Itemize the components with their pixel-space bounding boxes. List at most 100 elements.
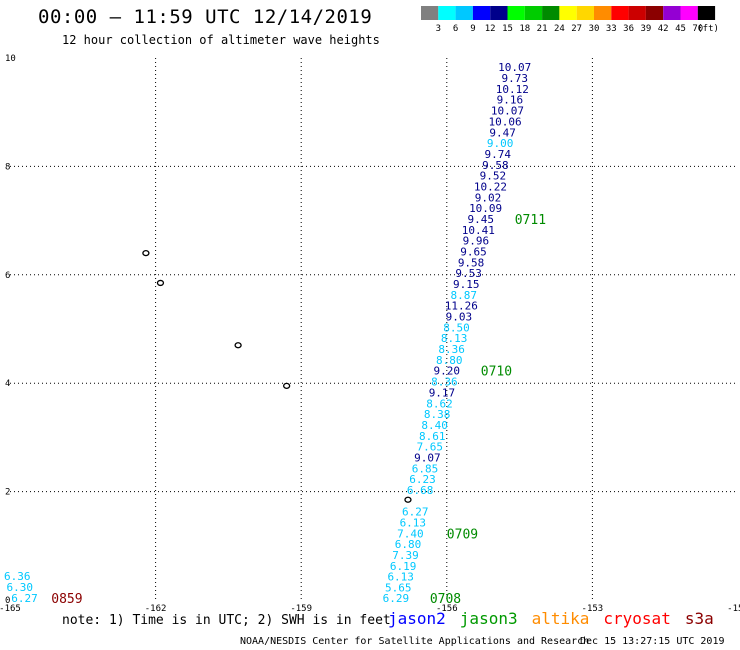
scale-swatch: [645, 6, 664, 20]
wave-height-value: 8.36: [438, 343, 465, 356]
generated-timestamp: Dec 15 13:27:15 UTC 2019: [580, 636, 725, 647]
wave-height-value: 6.13: [387, 571, 414, 584]
scale-swatch: [472, 6, 491, 20]
island-outline: [156, 279, 165, 287]
wave-height-value: 9.02: [475, 191, 502, 204]
lon-tick-label: -153: [582, 604, 604, 614]
scale-tick-label: 45: [675, 24, 686, 32]
scale-tick-label: 24: [554, 24, 565, 32]
satellite-legend-item: s3a: [684, 609, 714, 628]
island-outline: [404, 496, 412, 503]
wave-height-value: 6.19: [390, 560, 417, 573]
wave-height-value: 6.13: [400, 516, 427, 529]
wave-height-value: 9.17: [429, 386, 456, 399]
pass-time-label: 0709: [447, 527, 478, 542]
wave-height-value: 8.38: [424, 408, 451, 421]
map-title: 00:00 – 11:59 UTC 12/14/2019: [38, 6, 373, 28]
scale-tick-label: 15: [502, 24, 513, 32]
scale-tick-label: 18: [519, 24, 530, 32]
scale-tick-label: 12: [485, 24, 496, 32]
lon-tick-label: -150: [727, 604, 740, 614]
wave-height-value: 9.53: [455, 267, 482, 280]
wave-height-value: 6.68: [407, 484, 434, 497]
scale-swatch: [490, 6, 508, 20]
wave-height-value: 10.07: [491, 105, 524, 118]
wave-height-value: 9.47: [489, 126, 516, 139]
lon-tick-label: -162: [145, 604, 167, 614]
scale-tick-label: 42: [658, 24, 669, 32]
satellite-legend-item: jason2: [388, 609, 446, 628]
wave-height-value: 10.22: [474, 180, 507, 193]
wave-height-value: 8.80: [436, 354, 463, 367]
wave-height-value: 8.87: [451, 289, 478, 302]
wave-height-value: 9.65: [460, 245, 487, 258]
scale-tick-label: 21: [537, 24, 548, 32]
wave-height-value: 6.29: [383, 592, 410, 605]
lon-tick-label: -156: [436, 604, 458, 614]
wave-height-value: 7.65: [417, 441, 444, 454]
wave-height-value: 8.61: [419, 430, 446, 443]
wave-height-value: 6.85: [412, 462, 439, 475]
island-outline: [234, 342, 242, 349]
satellite-legend-item: altika: [531, 609, 590, 628]
wave-height-value: 5.65: [385, 582, 412, 595]
wave-height-value: 9.16: [497, 94, 524, 107]
satellite-legend-item: jason3: [459, 609, 518, 628]
wave-height-value: 9.58: [482, 159, 509, 172]
scale-tick-label: 6: [453, 24, 458, 32]
wave-height-value: 9.58: [458, 256, 485, 269]
pass-time-label: 0859: [51, 592, 82, 607]
pass-time-label: 0710: [481, 365, 512, 380]
scale-swatch: [455, 6, 473, 20]
scale-swatch: [628, 6, 646, 20]
scale-tick-label: 30: [589, 24, 600, 32]
wave-height-value: 9.73: [501, 72, 528, 85]
lat-tick-label: 8: [5, 162, 10, 172]
wave-height-color-scale: 3 6 9 12 15 18 21 24 27 30 33 36 39 42 45 70(ft): [421, 6, 719, 32]
wave-height-value: 6.27: [402, 506, 429, 519]
wave-height-value: 8.40: [421, 419, 448, 432]
scale-swatch: [559, 6, 577, 20]
scale-swatch: [594, 6, 612, 20]
wave-height-value: 6.23: [409, 473, 436, 486]
satellite-legend: jason2 jason3 altika cryosat s3a: [388, 609, 728, 628]
scale-unit: (ft): [697, 24, 719, 32]
credit-line: NOAA/NESDIS Center for Satellite Applica…: [240, 636, 590, 647]
scale-tick-label: 36: [623, 24, 634, 32]
wave-height-value: 8.36: [431, 376, 458, 389]
scale-tick-label: 3: [436, 24, 441, 32]
lat-tick-label: 2: [5, 488, 10, 498]
lon-tick-label: -159: [290, 604, 312, 614]
wave-height-value: 9.74: [485, 148, 512, 161]
satellite-legend-item: cryosat: [603, 609, 671, 628]
wave-height-value: 10.09: [469, 202, 502, 215]
scale-swatch: [438, 6, 456, 20]
scale-tick-label: 27: [571, 24, 582, 32]
scale-swatch: [697, 6, 716, 20]
scale-tick-label: 33: [606, 24, 617, 32]
wave-height-value: 10.06: [488, 115, 521, 128]
wave-height-value: 10.12: [496, 83, 529, 96]
wave-height-value: 9.07: [414, 451, 441, 464]
wave-height-value: 9.96: [463, 235, 490, 248]
pass-time-label: 0711: [515, 213, 546, 228]
map-subtitle: 12 hour collection of altimeter wave hei…: [62, 33, 380, 47]
scale-swatch: [611, 6, 629, 20]
scale-swatch: [421, 6, 439, 20]
lat-tick-label: 6: [5, 271, 10, 281]
scale-swatch: [524, 6, 543, 20]
wave-height-value: 9.15: [453, 278, 480, 291]
wave-height-value: 9.52: [480, 170, 507, 183]
lat-tick-label: 4: [5, 379, 10, 389]
footer-note: note: 1) Time is in UTC; 2) SWH is in fe…: [62, 613, 391, 628]
wave-height-value: 6.30: [6, 581, 33, 594]
wave-height-value: 6.36: [4, 570, 31, 583]
wave-height-value: 9.45: [468, 213, 495, 226]
lon-tick-label: -165: [0, 604, 21, 614]
lat-tick-label: 10: [5, 54, 16, 64]
scale-swatch: [542, 6, 560, 20]
island-outline: [142, 249, 150, 257]
wave-height-value: 11.26: [445, 300, 478, 313]
wave-height-value: 8.13: [441, 332, 468, 345]
